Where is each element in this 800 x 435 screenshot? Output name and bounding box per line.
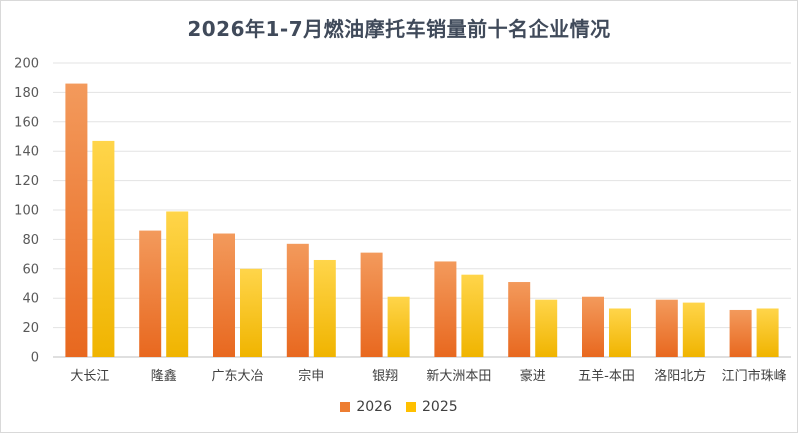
bar-2026-8[interactable]	[655, 299, 678, 357]
legend-swatch-2026	[340, 402, 351, 412]
y-tick-label: 20	[22, 321, 39, 336]
y-tick-label: 60	[22, 262, 39, 277]
x-category-label: 五羊-本田	[578, 368, 635, 384]
bar-2025-5[interactable]	[461, 274, 484, 357]
y-tick-label: 200	[14, 57, 39, 72]
x-category-label: 银翔	[372, 369, 398, 384]
bar-2025-1[interactable]	[166, 211, 189, 357]
bar-2025-8[interactable]	[682, 302, 705, 357]
chart-legend: 2026 2025	[1, 399, 797, 415]
x-category-label: 江门市珠峰	[722, 368, 787, 384]
x-category-label: 大长江	[70, 369, 109, 384]
y-tick-label: 40	[22, 292, 39, 307]
x-category-label: 新大洲本田	[426, 368, 491, 384]
bar-2026-0[interactable]	[65, 83, 88, 357]
y-tick-label: 100	[14, 204, 39, 219]
bar-2025-0[interactable]	[92, 140, 115, 357]
bar-2025-6[interactable]	[535, 299, 558, 357]
x-category-label: 洛阳北方	[654, 368, 706, 384]
x-category-label: 隆鑫	[151, 368, 177, 384]
y-tick-label: 80	[22, 233, 39, 248]
chart-title: 2026年1-7月燃油摩托车销量前十名企业情况	[187, 17, 611, 41]
bar-2025-3[interactable]	[313, 259, 336, 357]
y-tick-label: 140	[14, 145, 39, 160]
bar-2026-9[interactable]	[729, 309, 752, 357]
bar-2026-6[interactable]	[508, 282, 531, 357]
legend-item-2025[interactable]: 2025	[406, 399, 458, 415]
legend-swatch-2025	[406, 402, 416, 412]
legend-item-2026[interactable]: 2026	[340, 399, 392, 415]
bar-2026-7[interactable]	[582, 296, 604, 357]
bar-2025-4[interactable]	[387, 296, 410, 357]
y-tick-label: 180	[14, 86, 39, 101]
y-tick-label: 160	[14, 115, 39, 130]
legend-label-2026: 2026	[356, 399, 392, 415]
bar-2026-4[interactable]	[360, 252, 383, 357]
x-category-label: 豪进	[520, 368, 546, 384]
bar-2025-2[interactable]	[240, 268, 262, 357]
y-tick-label: 0	[31, 351, 39, 366]
bar-2025-9[interactable]	[756, 308, 779, 357]
bar-2025-7[interactable]	[609, 308, 631, 357]
bar-2026-3[interactable]	[286, 243, 309, 357]
bar-2026-2[interactable]	[213, 233, 235, 357]
x-category-label: 宗申	[298, 368, 324, 384]
y-tick-label: 120	[14, 174, 39, 189]
legend-label-2025: 2025	[422, 399, 458, 415]
bar-2026-5[interactable]	[434, 261, 457, 357]
x-category-label: 广东大冶	[211, 369, 263, 384]
bar-2026-1[interactable]	[139, 230, 162, 357]
